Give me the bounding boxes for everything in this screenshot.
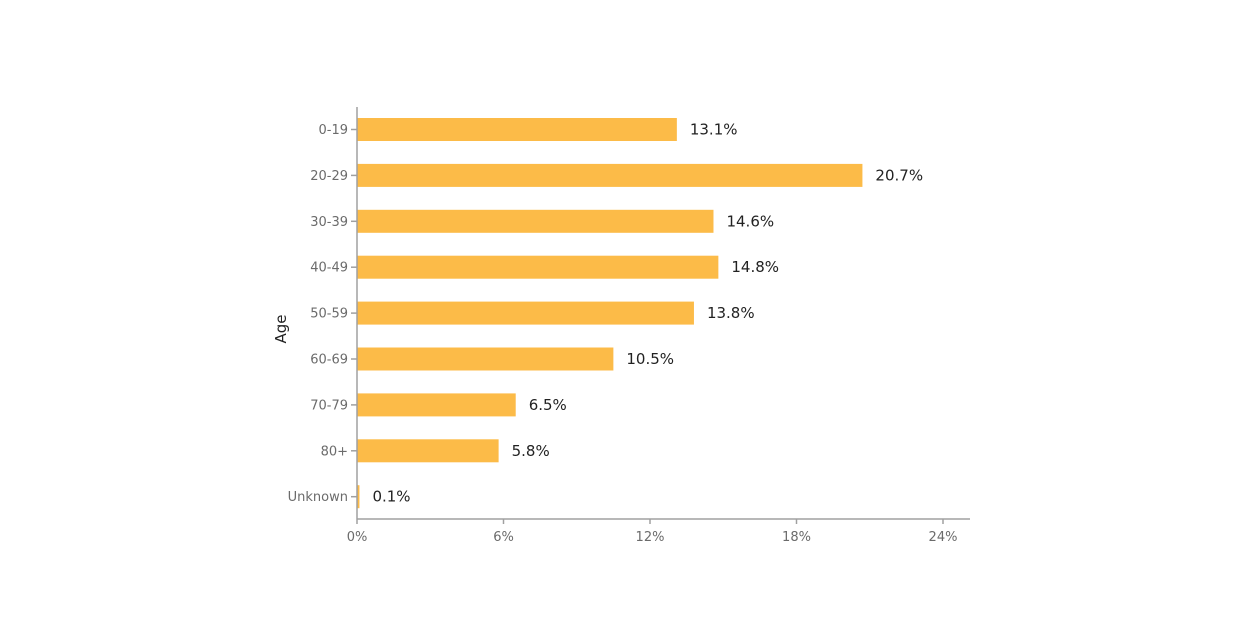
x-tick-label: 6%	[493, 530, 514, 545]
bar-80-	[357, 439, 499, 463]
x-tick-label: 24%	[929, 530, 958, 545]
value-label: 13.8%	[707, 304, 755, 322]
y-tick-label: 60-69	[310, 353, 348, 368]
value-label: 6.5%	[529, 396, 567, 414]
x-tick-label: 0%	[347, 530, 368, 545]
value-label: 5.8%	[512, 442, 550, 460]
x-tick-label: 12%	[636, 530, 665, 545]
y-tick-label: Unknown	[288, 490, 348, 505]
axes-layer	[351, 107, 970, 524]
y-axis-title: Age	[272, 314, 290, 343]
bar-0-19	[357, 118, 677, 141]
y-tick-label: 70-79	[310, 398, 348, 413]
bar-60-69	[357, 347, 614, 371]
value-label: 13.1%	[690, 121, 738, 139]
value-label: 14.6%	[726, 212, 774, 230]
value-label: 20.7%	[875, 166, 923, 184]
value-label: 0.1%	[372, 488, 410, 506]
labels-layer: 13.1% 0-19 20.7% 20-29 14.6% 30-39 14.8% 40-49 1…	[288, 121, 958, 546]
bar-20-29	[357, 163, 863, 187]
bars-layer	[357, 118, 863, 509]
y-tick-label: 0-19	[318, 123, 348, 138]
y-tick-label: 80+	[321, 444, 348, 459]
bar-30-39	[357, 209, 714, 233]
value-label: 14.8%	[731, 258, 779, 276]
bar-unknown	[357, 485, 360, 509]
y-tick-label: 40-49	[310, 261, 348, 276]
x-tick-label: 18%	[782, 530, 811, 545]
bar-40-49	[357, 255, 719, 279]
bar-50-59	[357, 301, 694, 325]
y-tick-label: 50-59	[310, 307, 348, 322]
y-tick-label: 20-29	[310, 169, 348, 184]
y-tick-label: 30-39	[310, 215, 348, 230]
bar-70-79	[357, 393, 516, 417]
value-label: 10.5%	[626, 350, 674, 368]
